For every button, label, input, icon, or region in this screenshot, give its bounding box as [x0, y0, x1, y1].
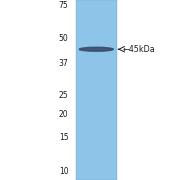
Text: 20: 20: [59, 110, 68, 119]
Text: 15: 15: [59, 133, 68, 142]
Text: ←45kDa: ←45kDa: [122, 45, 155, 54]
Text: 37: 37: [59, 59, 68, 68]
Text: 10: 10: [59, 167, 68, 176]
Ellipse shape: [79, 47, 113, 51]
Text: 75: 75: [59, 1, 68, 10]
Text: 25: 25: [59, 91, 68, 100]
Text: 50: 50: [59, 34, 68, 43]
Bar: [76, 0, 117, 180]
